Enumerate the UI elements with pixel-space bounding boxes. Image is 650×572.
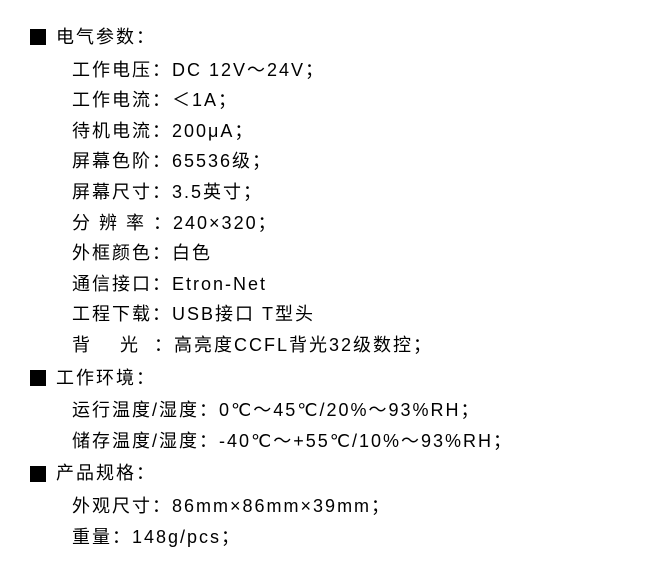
spec-label: 工作电流：	[72, 85, 172, 116]
section-header-product: 产品规格：	[30, 458, 620, 489]
spec-label: 待机电流：	[72, 116, 172, 147]
spec-value: DC 12V～24V；	[172, 55, 325, 86]
spec-value: 白色	[172, 238, 212, 269]
spec-value: 148g/pcs；	[132, 522, 241, 553]
spec-label: 分 辨 率 ：	[72, 208, 173, 239]
spec-row: 外框颜色： 白色	[72, 238, 620, 269]
spec-row: 背 光 ： 高亮度CCFL背光32级数控；	[72, 330, 620, 361]
spec-label: 运行温度/湿度：	[72, 395, 219, 426]
spec-row: 工作电流： ＜1A；	[72, 85, 620, 116]
spec-label: 屏幕色阶：	[72, 146, 172, 177]
spec-label: 工程下载：	[72, 299, 172, 330]
spec-document: 电气参数： 工作电压： DC 12V～24V； 工作电流： ＜1A； 待机电流：…	[0, 0, 650, 572]
section-title: 工作环境：	[56, 363, 156, 394]
spec-value: 高亮度CCFL背光32级数控；	[174, 330, 433, 361]
spec-value: Etron-Net	[172, 269, 267, 300]
spec-value: 86mm×86mm×39mm；	[172, 491, 391, 522]
spec-row: 分 辨 率 ： 240×320；	[72, 208, 620, 239]
spec-value: USB接口 T型头	[172, 299, 315, 330]
spec-row: 通信接口： Etron-Net	[72, 269, 620, 300]
spec-row: 运行温度/湿度： 0℃～45℃/20%～93%RH；	[72, 395, 620, 426]
spec-value: ＜1A；	[172, 85, 238, 116]
spec-value: 3.5英寸；	[172, 177, 263, 208]
spec-value: 0℃～45℃/20%～93%RH；	[219, 395, 481, 426]
spec-row: 重量： 148g/pcs；	[72, 522, 620, 553]
spec-value: 65536级；	[172, 146, 272, 177]
spec-label: 外框颜色：	[72, 238, 172, 269]
spec-row: 工程下载： USB接口 T型头	[72, 299, 620, 330]
section-title: 产品规格：	[56, 458, 156, 489]
spec-row: 屏幕色阶： 65536级；	[72, 146, 620, 177]
square-bullet-icon	[30, 466, 46, 482]
spec-label: 屏幕尺寸：	[72, 177, 172, 208]
spec-row: 外观尺寸： 86mm×86mm×39mm；	[72, 491, 620, 522]
section-title: 电气参数：	[56, 22, 156, 53]
spec-label: 通信接口：	[72, 269, 172, 300]
spec-label: 重量：	[72, 522, 132, 553]
spec-label: 工作电压：	[72, 55, 172, 86]
spec-value: 200μA；	[172, 116, 254, 147]
spec-row: 屏幕尺寸： 3.5英寸；	[72, 177, 620, 208]
spec-row: 储存温度/湿度： -40℃～+55℃/10%～93%RH；	[72, 426, 620, 457]
spec-value: 240×320；	[173, 208, 278, 239]
spec-label: 背 光 ：	[72, 330, 174, 361]
spec-row: 工作电压： DC 12V～24V；	[72, 55, 620, 86]
spec-label: 储存温度/湿度：	[72, 426, 219, 457]
spec-value: -40℃～+55℃/10%～93%RH；	[219, 426, 513, 457]
section-header-electrical: 电气参数：	[30, 22, 620, 53]
square-bullet-icon	[30, 29, 46, 45]
section-header-environment: 工作环境：	[30, 363, 620, 394]
spec-label: 外观尺寸：	[72, 491, 172, 522]
spec-row: 待机电流： 200μA；	[72, 116, 620, 147]
square-bullet-icon	[30, 370, 46, 386]
